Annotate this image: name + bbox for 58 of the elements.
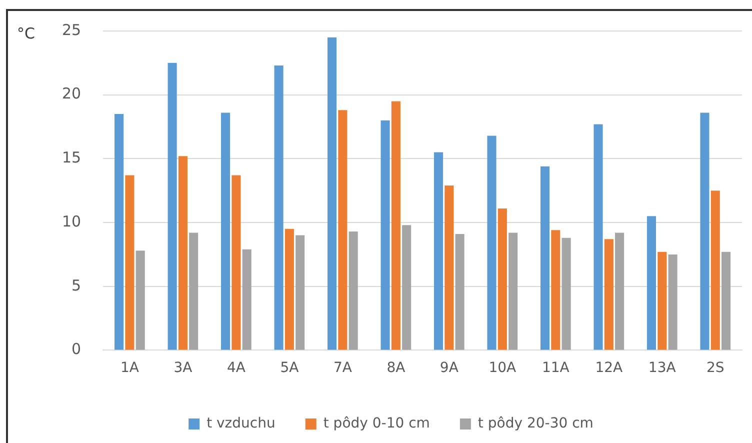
bar — [658, 252, 667, 350]
bar — [722, 252, 731, 350]
bar — [402, 225, 412, 350]
legend-label: t vzduchu — [206, 416, 276, 432]
bar — [348, 231, 358, 350]
bar — [700, 112, 710, 350]
y-tick-label: 10 — [62, 212, 82, 230]
x-tick-label: 4A — [226, 360, 246, 376]
y-tick-label: 25 — [62, 20, 82, 39]
bar — [444, 185, 454, 350]
bar — [508, 232, 518, 350]
x-tick-label: 5A — [280, 360, 300, 376]
bar — [338, 110, 348, 350]
bar — [232, 175, 241, 350]
y-tick-label: 15 — [62, 148, 82, 167]
bar — [455, 234, 464, 350]
bar — [594, 124, 603, 350]
x-tick-label: 10A — [488, 360, 517, 376]
x-tick-label: 1A — [120, 360, 140, 376]
y-tick-label: 5 — [72, 276, 82, 294]
bar — [391, 101, 400, 350]
bar — [710, 190, 720, 350]
x-tick-label: 8A — [386, 360, 406, 376]
x-tick-label: 13A — [648, 360, 676, 376]
bar — [487, 136, 496, 350]
y-axis-title: °C — [17, 24, 35, 42]
bar — [615, 232, 624, 350]
y-tick-label: 0 — [72, 340, 82, 358]
bar — [604, 239, 614, 350]
x-tick-label: 7A — [333, 360, 352, 376]
legend-label: t pôdy 20-30 cm — [478, 416, 594, 432]
bar — [646, 216, 656, 350]
bar — [562, 238, 571, 350]
legend-label: t pôdy 0-10 cm — [323, 416, 430, 432]
bar — [328, 37, 337, 350]
bar — [242, 249, 252, 350]
bar — [274, 65, 284, 350]
bar — [380, 120, 390, 350]
bar — [136, 250, 145, 350]
x-tick-label: 9A — [440, 360, 459, 376]
bar — [551, 230, 560, 350]
bar — [178, 156, 188, 350]
bar — [125, 175, 134, 350]
x-tick-label: 12A — [595, 360, 624, 376]
x-tick-label: 3A — [174, 360, 193, 376]
bar — [284, 228, 294, 350]
bar — [168, 62, 177, 350]
x-tick-label: 11A — [542, 360, 570, 376]
bar — [540, 166, 550, 350]
x-tick-label: 2S — [706, 360, 724, 376]
bar — [498, 208, 507, 350]
bar — [114, 114, 124, 350]
bar — [296, 235, 305, 350]
bar — [668, 254, 678, 350]
bar — [221, 112, 230, 350]
bar — [434, 152, 444, 350]
bar — [189, 232, 198, 350]
y-tick-label: 20 — [62, 84, 82, 103]
